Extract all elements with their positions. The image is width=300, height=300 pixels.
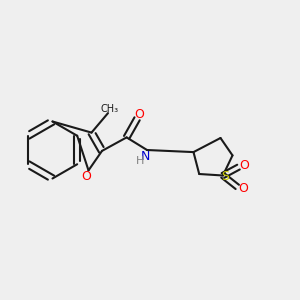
Text: H: H <box>136 156 145 167</box>
Text: O: O <box>81 170 91 184</box>
Text: N: N <box>140 150 150 163</box>
Text: O: O <box>135 108 144 121</box>
Text: O: O <box>238 182 247 195</box>
Text: CH₃: CH₃ <box>100 104 118 114</box>
Text: S: S <box>221 170 229 184</box>
Text: O: O <box>239 159 249 172</box>
